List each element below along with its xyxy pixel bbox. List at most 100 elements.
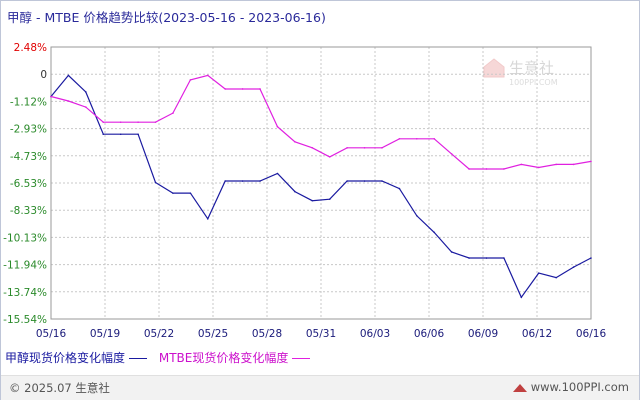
series-2-point	[102, 121, 105, 123]
x-tick-label: 05/19	[90, 328, 120, 340]
series-1-point	[206, 217, 209, 220]
series-2-point	[572, 163, 575, 166]
series-1-point	[137, 133, 139, 136]
series-2-point	[119, 121, 122, 123]
series-2-point	[154, 121, 157, 123]
series-2-point	[450, 153, 453, 155]
series-1-point	[398, 187, 401, 190]
series-line-1	[50, 74, 592, 299]
series-1-point	[241, 180, 244, 182]
series-1-point	[346, 180, 348, 182]
series-1-point	[67, 74, 70, 77]
y-tick-label: -6.53%	[10, 178, 47, 190]
legend-swatch-series2	[292, 358, 311, 359]
series-2-point	[241, 88, 244, 90]
series-2-point	[206, 74, 209, 77]
y-tick-label: 2.48%	[14, 42, 47, 54]
y-tick-label: -4.73%	[10, 151, 47, 163]
grid	[50, 46, 592, 320]
x-tick-label: 05/22	[144, 328, 174, 340]
series-2-point	[555, 163, 557, 166]
series-2-point	[503, 168, 505, 170]
series-1-point	[537, 272, 540, 274]
legend-item-series2: MTBE现货价格变化幅度	[159, 349, 311, 366]
chart-title: 甲醇 - MTBE 价格趋势比较(2023-05-16 - 2023-06-16…	[7, 10, 326, 25]
legend-label-series1: 甲醇现货价格变化幅度	[5, 351, 126, 365]
series-2-point	[85, 106, 87, 108]
x-tick-label: 05/16	[36, 328, 67, 340]
series-1-point	[224, 180, 226, 182]
series	[50, 74, 592, 299]
series-2-point	[346, 147, 348, 149]
series-2-point	[485, 168, 488, 170]
series-1-point	[503, 257, 505, 259]
series-1-point	[294, 190, 296, 193]
series-1-point	[363, 180, 366, 182]
plot-border	[50, 46, 592, 320]
series-1-point	[119, 133, 122, 136]
series-2-point	[50, 95, 52, 98]
series-1-point	[85, 91, 87, 93]
series-2-point	[172, 112, 174, 114]
footer-site[interactable]: www.100PPI.com	[512, 380, 629, 394]
y-tick-label: 0	[40, 69, 47, 81]
legend-swatch-series1	[129, 358, 148, 359]
watermark-logo-icon	[483, 58, 505, 78]
series-1-point	[590, 257, 592, 259]
series-2-point	[398, 137, 401, 140]
series-2-point	[311, 147, 314, 149]
series-2-point	[189, 79, 192, 81]
x-tick-label: 06/06	[414, 328, 445, 340]
legend: 甲醇现货价格变化幅度 MTBE现货价格变化幅度	[5, 349, 318, 366]
watermark: 生意社 100PPI.COM	[483, 58, 558, 87]
x-tick-label: 06/03	[360, 328, 390, 340]
y-tick-label: -13.74%	[3, 287, 47, 299]
x-tick-label: 05/25	[198, 328, 228, 340]
axes: 2.48% 0 -1.12% -2.93% -4.73% -6.53% -8.33% -10.…	[3, 42, 606, 340]
y-tick-label: -8.33%	[10, 205, 47, 217]
x-tick-label: 06/16	[576, 328, 607, 340]
series-2-point	[590, 160, 592, 163]
footer: © 2025.07 生意社 www.100PPI.com	[1, 375, 639, 400]
series-2-point	[224, 88, 226, 90]
series-1-point	[416, 214, 418, 217]
series-1-point	[189, 192, 192, 194]
series-1-point	[259, 180, 261, 182]
series-2-point	[259, 88, 261, 90]
footer-site-link[interactable]: www.100PPI.com	[530, 380, 629, 394]
series-1-point	[468, 257, 470, 259]
series-2-point	[363, 147, 366, 149]
series-2-point	[67, 100, 70, 102]
x-tick-label: 05/31	[306, 328, 336, 340]
series-1-point	[172, 192, 174, 194]
watermark-sub: 100PPI.COM	[509, 78, 558, 87]
chart-canvas: 生意社 100PPI.COM 2.48% 0 -1.12% -2.93% -4.73% -…	[3, 42, 606, 340]
series-1-point	[154, 181, 157, 184]
series-1-point	[102, 133, 105, 136]
series-1-point	[276, 172, 279, 175]
series-2-point	[537, 166, 540, 169]
x-tick-label: 06/09	[468, 328, 498, 340]
series-line-2	[50, 74, 592, 170]
series-1-point	[555, 276, 557, 279]
series-2-point	[381, 147, 383, 149]
series-1-point	[328, 198, 331, 200]
series-2-point	[520, 163, 523, 166]
y-tick-label: -10.13%	[3, 232, 47, 244]
site-logo-icon	[512, 384, 527, 392]
watermark-text: 生意社	[509, 59, 554, 77]
series-1-point	[433, 231, 436, 234]
series-2-point	[328, 156, 331, 158]
series-2-point	[137, 121, 139, 123]
series-2-point	[294, 140, 296, 143]
series-2-point	[416, 137, 418, 140]
y-tick-label: -1.12%	[10, 96, 47, 108]
x-tick-label: 05/28	[252, 328, 282, 340]
legend-label-series2: MTBE现货价格变化幅度	[158, 351, 289, 365]
footer-copyright: © 2025.07 生意社	[9, 381, 110, 395]
series-1-point	[485, 257, 488, 259]
x-tick-label: 06/12	[522, 328, 552, 340]
series-1-point	[450, 251, 453, 253]
y-tick-label: -15.54%	[3, 314, 47, 326]
